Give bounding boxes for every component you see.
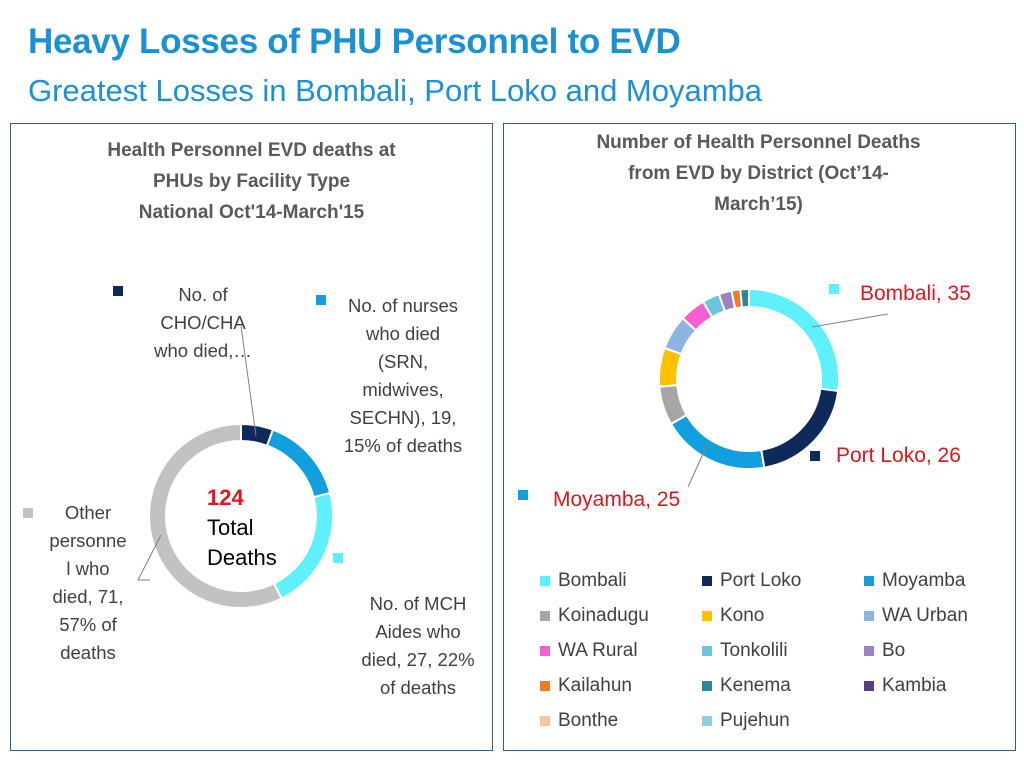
page-title: Heavy Losses of PHU Personnel to EVD bbox=[28, 22, 681, 61]
mch-marker bbox=[333, 553, 343, 563]
legend-label: Bombali bbox=[558, 570, 627, 591]
legend-swatch bbox=[540, 716, 550, 726]
legend-item-wa-urban: WA Urban bbox=[864, 605, 968, 627]
legend-swatch bbox=[864, 576, 874, 586]
legend-item-port-loko: Port Loko bbox=[702, 570, 801, 592]
legend-swatch bbox=[540, 646, 550, 656]
donut-center-total: 124 Total Deaths bbox=[207, 483, 277, 573]
legend-swatch bbox=[702, 681, 712, 691]
other-leader-line bbox=[137, 534, 162, 581]
legend-item-koinadugu: Koinadugu bbox=[540, 605, 649, 627]
port-loko-marker bbox=[810, 451, 820, 461]
legend-item-kono: Kono bbox=[702, 605, 764, 627]
bombali-data-label: Bombali, 35 bbox=[860, 282, 971, 305]
legend-item-bo: Bo bbox=[864, 640, 905, 662]
cho-leader-line bbox=[240, 325, 257, 437]
legend-label: Port Loko bbox=[720, 570, 802, 591]
district-chart-title: Number of Health Personnel Deaths from E… bbox=[596, 132, 921, 215]
legend-label: WA Rural bbox=[558, 640, 638, 661]
moyamba-marker bbox=[518, 490, 528, 500]
facility-slice-other-personnel-who-died bbox=[148, 422, 283, 609]
legend-label: Moyamba bbox=[882, 570, 966, 591]
legend-item-kambia: Kambia bbox=[864, 675, 946, 697]
legend-label: Kono bbox=[720, 605, 765, 626]
moyamba-data-label: Moyamba, 25 bbox=[553, 488, 681, 511]
cho-data-label: No. of CHO/CHA who died,… bbox=[154, 284, 252, 361]
facility-chart-title: Health Personnel EVD deaths at PHUs by F… bbox=[107, 140, 396, 223]
total-deaths-number: 124 bbox=[207, 485, 244, 510]
district-slice-port-loko bbox=[760, 387, 840, 469]
legend-swatch bbox=[864, 611, 874, 621]
district-legend: Bombali Port Loko Moyamba Koinadugu Kono WA U… bbox=[540, 570, 1010, 745]
legend-label: Tonkolili bbox=[720, 640, 788, 661]
legend-swatch bbox=[702, 576, 712, 586]
legend-swatch bbox=[540, 681, 550, 691]
legend-item-bonthe: Bonthe bbox=[540, 710, 618, 732]
legend-label: Bo bbox=[882, 640, 906, 661]
nurses-marker bbox=[316, 295, 326, 305]
nurses-data-label: No. of nurses who died (SRN, midwives, S… bbox=[343, 295, 463, 456]
cho-marker bbox=[113, 286, 123, 296]
bombali-leader-line bbox=[811, 313, 889, 328]
mch-data-label: No. of MCH Aides who died, 27, 22% of de… bbox=[361, 593, 475, 698]
legend-item-wa-rural: WA Rural bbox=[540, 640, 638, 662]
legend-label: Kenema bbox=[720, 675, 791, 696]
legend-label: Bonthe bbox=[558, 710, 619, 731]
legend-swatch bbox=[702, 646, 712, 656]
other-data-label: Other personne l who died, 71, 57% of de… bbox=[49, 502, 127, 663]
district-slice-kenema bbox=[739, 287, 750, 309]
total-label-line1: Total bbox=[207, 515, 254, 540]
legend-swatch bbox=[540, 611, 550, 621]
legend-label: WA Urban bbox=[882, 605, 968, 626]
bombali-marker bbox=[829, 284, 839, 294]
legend-swatch bbox=[864, 681, 874, 691]
moyamba-leader-line bbox=[687, 442, 709, 488]
port-loko-data-label: Port Loko, 26 bbox=[836, 444, 961, 467]
district-slice-moyamba bbox=[669, 413, 766, 470]
legend-item-bombali: Bombali bbox=[540, 570, 627, 592]
page-subtitle: Greatest Losses in Bombali, Port Loko an… bbox=[28, 73, 763, 108]
legend-label: Kailahun bbox=[558, 675, 632, 696]
district-slice-bombali bbox=[748, 287, 840, 393]
legend-swatch bbox=[540, 576, 550, 586]
legend-swatch bbox=[702, 716, 712, 726]
legend-item-moyamba: Moyamba bbox=[864, 570, 965, 592]
legend-label: Pujehun bbox=[720, 710, 790, 731]
legend-item-kailahun: Kailahun bbox=[540, 675, 632, 697]
district-chart-panel bbox=[503, 123, 1016, 751]
total-label-line2: Deaths bbox=[207, 545, 277, 570]
district-slice-koinadugu bbox=[658, 384, 689, 426]
legend-label: Kambia bbox=[882, 675, 947, 696]
other-marker bbox=[23, 508, 33, 518]
legend-item-tonkolili: Tonkolili bbox=[702, 640, 788, 662]
legend-swatch bbox=[864, 646, 874, 656]
legend-item-kenema: Kenema bbox=[702, 675, 791, 697]
legend-swatch bbox=[702, 611, 712, 621]
legend-label: Koinadugu bbox=[558, 605, 649, 626]
legend-item-pujehun: Pujehun bbox=[702, 710, 790, 732]
